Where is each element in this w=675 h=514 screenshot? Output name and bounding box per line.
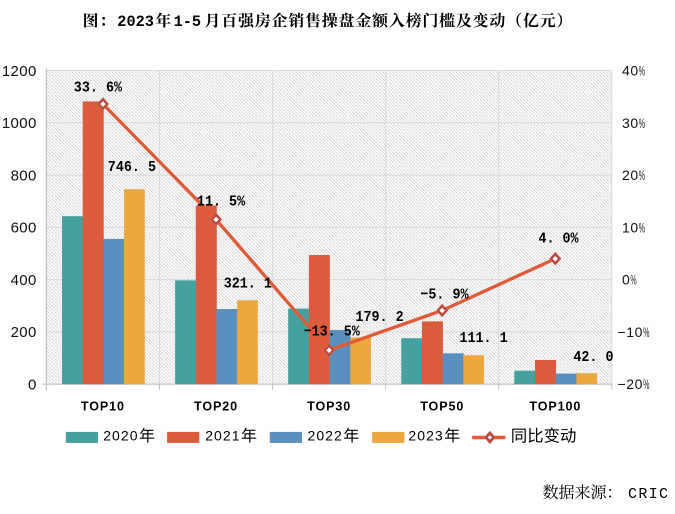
- svg-text:TOP30: TOP30: [307, 398, 351, 413]
- svg-text:33. 6%: 33. 6%: [74, 80, 123, 97]
- svg-text:%: %: [630, 273, 636, 288]
- svg-text:1000: 1000: [2, 115, 37, 132]
- svg-text:11. 5%: 11. 5%: [197, 194, 246, 211]
- svg-text:TOP10: TOP10: [81, 398, 125, 413]
- svg-text:CRIC: CRIC: [628, 486, 669, 503]
- svg-text:20: 20: [622, 167, 639, 183]
- svg-text:TOP100: TOP100: [529, 398, 581, 413]
- svg-text:321. 1: 321. 1: [224, 276, 272, 293]
- svg-text:800: 800: [11, 167, 37, 184]
- svg-text:0: 0: [622, 272, 630, 288]
- svg-text:2023: 2023: [408, 427, 443, 443]
- svg-text:4. 0%: 4. 0%: [538, 231, 579, 248]
- svg-text:600: 600: [11, 220, 37, 237]
- svg-text:2021: 2021: [205, 427, 240, 443]
- svg-text:200: 200: [11, 324, 37, 341]
- svg-text:40: 40: [622, 63, 639, 79]
- svg-text:%: %: [639, 64, 645, 79]
- svg-text:−13. 5%: −13. 5%: [304, 324, 361, 341]
- svg-text:%: %: [643, 326, 649, 341]
- svg-text:−5. 9%: −5. 9%: [420, 287, 469, 304]
- svg-text:179. 2: 179. 2: [355, 309, 403, 326]
- svg-text:400: 400: [11, 272, 37, 289]
- svg-text:TOP50: TOP50: [420, 398, 464, 413]
- svg-text:%: %: [639, 169, 645, 184]
- svg-text:42. 0: 42. 0: [573, 349, 613, 366]
- svg-text:2022: 2022: [308, 427, 343, 443]
- svg-text:746. 5: 746. 5: [108, 160, 156, 177]
- svg-text:2020: 2020: [103, 427, 138, 443]
- svg-text:−20: −20: [618, 376, 644, 392]
- svg-text:2023: 2023: [117, 13, 154, 31]
- svg-text:%: %: [639, 116, 645, 131]
- svg-text:1200: 1200: [2, 63, 37, 80]
- svg-text:TOP20: TOP20: [194, 398, 238, 413]
- svg-text:111. 1: 111. 1: [459, 330, 507, 347]
- svg-text:30: 30: [622, 115, 639, 131]
- svg-text:10: 10: [622, 219, 639, 235]
- svg-text:1-5: 1-5: [174, 13, 201, 31]
- svg-text:%: %: [639, 221, 645, 236]
- svg-text:%: %: [643, 378, 649, 393]
- svg-text:−10: −10: [618, 324, 644, 340]
- svg-text:0: 0: [28, 377, 37, 394]
